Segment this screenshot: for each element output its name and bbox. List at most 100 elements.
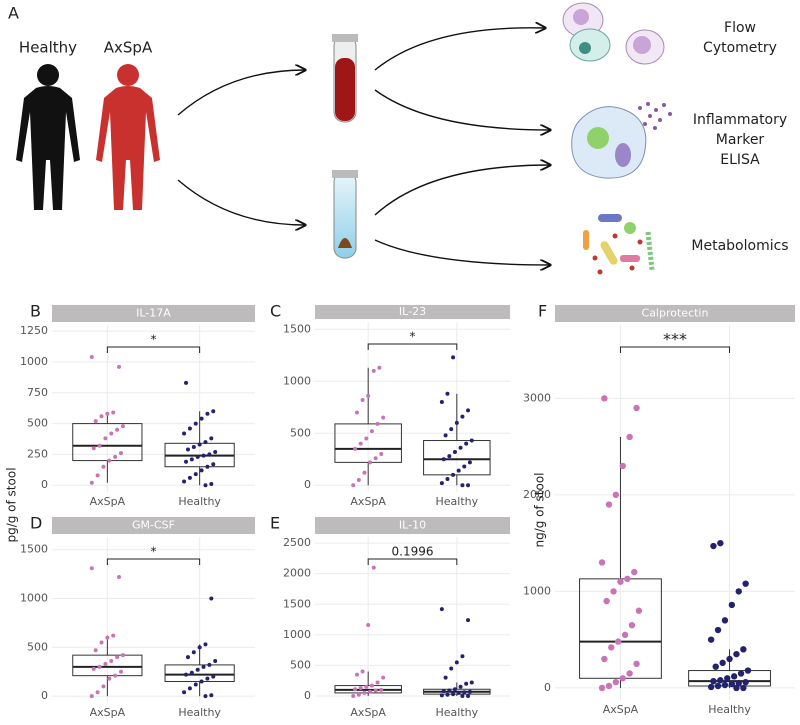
chart-title: IL-23 <box>399 305 426 318</box>
data-point <box>105 635 110 640</box>
data-point <box>195 667 200 672</box>
data-point <box>460 414 465 419</box>
data-point <box>187 686 192 691</box>
group-label: AxSpA <box>104 39 153 57</box>
data-point <box>445 692 450 697</box>
data-point <box>353 446 358 451</box>
x-tick-label: AxSpA <box>603 703 639 716</box>
y-tick-label: 500 <box>290 658 311 671</box>
data-point <box>728 680 736 688</box>
data-point <box>205 464 210 469</box>
data-point <box>369 429 374 434</box>
data-point <box>458 445 463 450</box>
data-point <box>712 663 719 670</box>
data-point <box>354 672 359 677</box>
data-point <box>107 458 112 463</box>
bracket <box>619 346 731 353</box>
data-point <box>439 481 444 486</box>
strip <box>315 517 510 534</box>
data-point <box>628 621 636 629</box>
data-point <box>205 411 210 416</box>
data-point <box>195 454 200 459</box>
data-point <box>211 409 216 414</box>
panel-label: F <box>538 302 547 321</box>
data-point <box>187 475 192 480</box>
data-point <box>452 449 457 454</box>
data-point <box>737 670 745 677</box>
data-point <box>209 596 214 601</box>
data-point <box>105 411 110 416</box>
x-tick-label: AxSpA <box>350 706 386 719</box>
data-point <box>439 400 444 405</box>
data-point <box>633 404 640 412</box>
x-tick-label: AxSpA <box>90 495 126 508</box>
significance: 0.1996 <box>392 545 434 559</box>
data-point <box>379 687 384 692</box>
data-point <box>209 693 214 698</box>
data-point <box>608 644 615 651</box>
data-point <box>364 436 369 441</box>
data-point <box>626 670 633 677</box>
data-point <box>375 421 380 426</box>
data-point <box>452 687 457 692</box>
strip <box>52 305 255 322</box>
y-tick-label: 500 <box>27 417 48 430</box>
arrows <box>177 28 550 265</box>
data-point <box>467 689 472 694</box>
data-point <box>115 427 120 432</box>
data-point <box>364 684 369 689</box>
data-point <box>185 447 190 452</box>
data-point <box>605 501 613 508</box>
data-point <box>460 483 465 488</box>
data-point <box>97 443 102 448</box>
panel-label: E <box>270 514 280 533</box>
data-point <box>451 355 456 360</box>
data-point <box>447 688 452 693</box>
panel-label: C <box>270 302 281 321</box>
output-label: Cytometry <box>703 40 777 56</box>
data-point <box>466 483 471 488</box>
y-tick-label: 1000 <box>20 355 48 368</box>
data-point <box>101 684 106 689</box>
data-point <box>207 452 212 457</box>
data-point <box>111 410 116 415</box>
data-point <box>184 672 189 677</box>
data-point <box>441 457 446 462</box>
data-point <box>603 597 610 605</box>
y-tick-label: 500 <box>290 426 311 439</box>
data-point <box>605 682 613 690</box>
data-point <box>449 666 454 671</box>
y-tick-label: 1500 <box>283 597 311 610</box>
data-point <box>193 421 198 426</box>
data-point <box>462 690 467 695</box>
data-point <box>467 460 472 465</box>
silhouette-axspa <box>96 64 160 210</box>
data-point <box>464 441 469 446</box>
data-point <box>710 542 717 550</box>
data-point <box>368 689 373 694</box>
data-point <box>197 442 202 447</box>
data-point <box>95 473 100 478</box>
y-tick-label: 1000 <box>283 374 311 387</box>
data-point <box>373 688 378 693</box>
data-point <box>614 638 622 645</box>
data-point <box>466 618 471 623</box>
data-point <box>744 667 752 674</box>
data-point <box>182 690 187 695</box>
output-label: ELISA <box>720 152 760 168</box>
data-point <box>714 626 722 634</box>
data-point <box>197 645 202 650</box>
data-point <box>182 479 187 484</box>
data-point <box>101 464 106 469</box>
data-point <box>610 588 617 595</box>
x-tick-label: AxSpA <box>90 706 126 719</box>
data-point <box>113 454 118 459</box>
data-point <box>89 566 94 571</box>
blood-tube <box>332 34 358 123</box>
chart-title: IL-10 <box>399 519 426 532</box>
data-point <box>631 568 638 576</box>
data-point <box>113 673 118 678</box>
silhouette-healthy <box>16 64 80 210</box>
data-point <box>621 631 629 639</box>
